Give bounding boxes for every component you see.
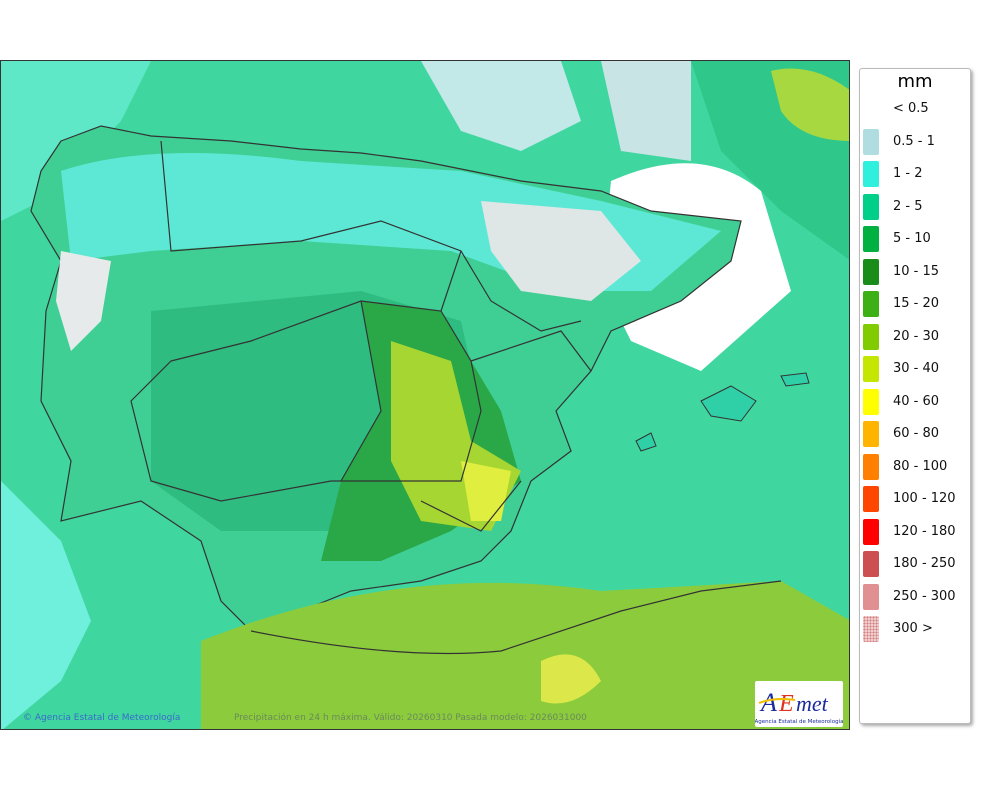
rain-peak-africa bbox=[541, 654, 601, 704]
balearic-islands bbox=[635, 372, 810, 452]
legend-label: 5 - 10 bbox=[893, 231, 931, 246]
legend-swatch bbox=[863, 421, 879, 447]
region-borders bbox=[130, 140, 592, 532]
legend-label: 180 - 250 bbox=[893, 556, 956, 571]
menorca bbox=[780, 372, 810, 387]
legend-item: 250 - 300 bbox=[863, 583, 967, 610]
legend-label: 120 - 180 bbox=[893, 523, 956, 539]
svg-text:Agencia Estatal de Meteorologí: Agencia Estatal de Meteorología bbox=[755, 718, 843, 725]
precipitation-map: © Agencia Estatal de Meteorología Precip… bbox=[0, 60, 850, 730]
legend-item: 5 - 10 bbox=[863, 226, 967, 252]
legend-item: 300 > bbox=[863, 616, 967, 642]
legend-swatch bbox=[863, 161, 879, 187]
legend-item: 80 - 100 bbox=[863, 453, 967, 480]
legend-item: 30 - 40 bbox=[863, 356, 967, 382]
legend-item: 10 - 15 bbox=[863, 258, 967, 285]
svg-text:A: A bbox=[759, 688, 777, 717]
legend-label: 250 - 300 bbox=[893, 588, 956, 604]
legend-swatch bbox=[863, 226, 879, 252]
mallorca bbox=[700, 385, 757, 422]
legend-swatch bbox=[863, 193, 879, 220]
legend-item: 120 - 180 bbox=[863, 518, 967, 545]
legend-label: 2 - 5 bbox=[893, 198, 923, 214]
legend-swatch bbox=[863, 616, 879, 642]
legend-swatch bbox=[863, 388, 879, 415]
legend-item: 100 - 120 bbox=[863, 486, 967, 512]
svg-text:met: met bbox=[796, 691, 829, 716]
legend-label: 10 - 15 bbox=[893, 263, 940, 279]
legend-item: 60 - 80 bbox=[863, 421, 967, 447]
ibiza bbox=[635, 432, 657, 452]
legend-label: 1 - 2 bbox=[893, 166, 923, 181]
legend: mm < 0.5 0.5 - 1 1 - 2 2 - 5 5 - 10 10 - 15 15… bbox=[859, 68, 971, 724]
legend-swatch bbox=[863, 323, 879, 350]
legend-swatch bbox=[863, 453, 879, 480]
map-caption: Precipitación en 24 h máxima. Válido: 20… bbox=[234, 713, 587, 723]
legend-label: 80 - 100 bbox=[893, 458, 948, 474]
legend-swatch bbox=[863, 486, 879, 512]
legend-unit: mm bbox=[897, 71, 933, 92]
legend-swatch bbox=[863, 258, 879, 285]
legend-item: 1 - 2 bbox=[863, 161, 967, 187]
legend-swatch bbox=[863, 518, 879, 545]
sea-area-sw bbox=[1, 481, 91, 729]
africa-coastline bbox=[250, 580, 782, 655]
dry-area-france bbox=[421, 61, 581, 151]
legend-label: 60 - 80 bbox=[893, 426, 940, 441]
legend-label: 40 - 60 bbox=[893, 393, 940, 409]
dry-area-galicia-coast bbox=[56, 251, 111, 351]
legend-swatch bbox=[863, 551, 879, 577]
legend-item: < 0.5 bbox=[863, 96, 967, 122]
legend-label: < 0.5 bbox=[893, 101, 929, 116]
legend-item: 15 - 20 bbox=[863, 291, 967, 317]
legend-label: 15 - 20 bbox=[893, 296, 940, 311]
map-svg bbox=[1, 61, 849, 729]
copyright-credit: © Agencia Estatal de Meteorología bbox=[23, 713, 181, 723]
rain-area-north-africa bbox=[201, 581, 849, 729]
legend-item: 180 - 250 bbox=[863, 551, 967, 577]
legend-label: 20 - 30 bbox=[893, 328, 940, 344]
legend-item: 0.5 - 1 bbox=[863, 128, 967, 155]
rain-area-ne bbox=[771, 68, 849, 141]
legend-label: 100 - 120 bbox=[893, 491, 956, 506]
legend-swatch bbox=[863, 128, 879, 155]
svg-text:E: E bbox=[778, 691, 794, 717]
legend-swatch bbox=[863, 356, 879, 382]
aemet-logo: A E met Agencia Estatal de Meteorología bbox=[755, 681, 843, 727]
dry-area-ebro bbox=[481, 201, 641, 301]
legend-swatch bbox=[863, 583, 879, 610]
rain-40-60-area bbox=[461, 461, 511, 521]
legend-label: 300 > bbox=[893, 621, 933, 636]
legend-item: 40 - 60 bbox=[863, 388, 967, 415]
legend-item: 20 - 30 bbox=[863, 323, 967, 350]
legend-label: 30 - 40 bbox=[893, 361, 940, 376]
legend-item: 2 - 5 bbox=[863, 193, 967, 220]
legend-label: 0.5 - 1 bbox=[893, 133, 935, 149]
dry-area-france-east bbox=[601, 61, 691, 161]
aemet-logo-graphic: A E met Agencia Estatal de Meteorología bbox=[755, 688, 844, 725]
legend-swatch bbox=[863, 291, 879, 317]
